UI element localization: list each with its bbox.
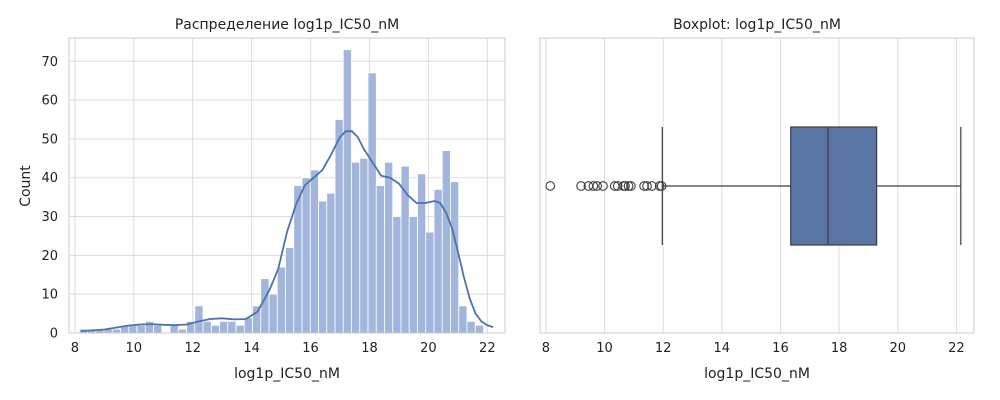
boxplot-x-tick-label: 16 [772, 341, 789, 356]
histogram-y-tick-label: 20 [41, 249, 58, 264]
histogram-bar [474, 324, 484, 334]
outlier-point [656, 181, 667, 191]
histogram-x-tick-labels: 8 10 12 14 16 18 20 22 [71, 341, 496, 356]
histogram-bar [285, 247, 295, 334]
histogram-bar [227, 320, 237, 334]
histogram-bar [153, 324, 163, 334]
boxplot-panel: Boxplot: log1p_IC50_nM 8 10 12 14 16 18 20 22 l… [539, 17, 975, 382]
outlier-point [592, 181, 603, 191]
histogram-bar [318, 200, 328, 334]
iqr-box [790, 126, 878, 246]
histogram-bar [268, 293, 278, 334]
outlier-point [626, 181, 636, 191]
outlier-point [642, 181, 652, 191]
histogram-bar [417, 173, 427, 334]
histogram-bar [260, 278, 270, 334]
boxplot-x-tick-label: 14 [714, 341, 731, 356]
outlier-point [612, 181, 623, 191]
histogram-x-tick-label: 12 [184, 341, 201, 356]
histogram-bar [144, 320, 154, 334]
histogram-y-tick-label: 60 [41, 94, 58, 109]
outlier-point [576, 181, 586, 191]
histogram-bar [342, 49, 352, 334]
outlier-point [545, 181, 556, 191]
boxplot-x-tick-label: 18 [831, 341, 848, 356]
histogram-bar [359, 157, 369, 334]
histogram-y-tick-label: 50 [41, 132, 58, 147]
boxplot-x-tick-label: 8 [542, 341, 550, 356]
histogram-bar [367, 72, 377, 334]
histogram-bar [235, 324, 245, 334]
kde-curve [80, 130, 494, 332]
histogram-y-tick-labels: 0 10 20 30 40 50 60 70 [41, 55, 58, 342]
histogram-bar [301, 177, 311, 334]
outlier-point [588, 181, 599, 191]
histogram-bar [441, 150, 451, 334]
boxplot-plot-frame [539, 37, 975, 334]
outlier-point [598, 181, 608, 191]
histogram-bar [384, 161, 394, 334]
histogram-bar [194, 305, 204, 334]
histogram-plot-frame [68, 37, 506, 334]
histogram-x-axis-label: log1p_IC50_nM [234, 366, 340, 382]
histogram-y-tick-label: 30 [41, 210, 58, 225]
histogram-bars [78, 49, 484, 334]
histogram-title: Распределение log1p_IC50_nM [175, 17, 399, 33]
histogram-bar [210, 324, 220, 334]
histogram-y-tick-label: 40 [41, 171, 58, 186]
histogram-x-tick-label: 18 [361, 341, 378, 356]
boxplot-x-tick-label: 12 [655, 341, 672, 356]
boxplot-x-tick-label: 22 [948, 341, 965, 356]
boxplot-x-tick-label: 10 [596, 341, 613, 356]
boxplot-x-tick-label: 20 [889, 341, 906, 356]
histogram-y-axis-label: Count [18, 165, 34, 207]
histogram-bar [136, 324, 146, 334]
histogram-bar [433, 188, 443, 334]
histogram-bar [351, 161, 361, 334]
histogram-x-tick-label: 20 [420, 341, 437, 356]
histogram-x-tick-label: 10 [126, 341, 143, 356]
histogram-y-tick-label: 70 [41, 55, 58, 70]
histogram-bar [202, 320, 212, 334]
histogram-bar [252, 305, 262, 334]
histogram-bar [177, 328, 187, 334]
histogram-bar [392, 216, 402, 334]
histogram-y-tick-label: 0 [50, 327, 58, 342]
outlier-point [620, 181, 630, 191]
outlier-point [647, 181, 657, 191]
histogram-bar [425, 231, 435, 334]
histogram-x-tick-label: 14 [243, 341, 260, 356]
boxplot-marks [545, 126, 962, 246]
histogram-bar [334, 119, 344, 334]
histogram-bar [111, 328, 121, 334]
histogram-bar [326, 192, 336, 334]
histogram-x-tick-label: 16 [302, 341, 319, 356]
histogram-bar [450, 181, 460, 334]
boxplot-x-axis-label: log1p_IC50_nM [704, 366, 810, 382]
outlier-point [639, 181, 649, 191]
boxplot-x-tick-labels: 8 10 12 14 16 18 20 22 [542, 341, 965, 356]
histogram-bar [219, 320, 229, 334]
outlier-point [623, 181, 634, 191]
histogram-y-tick-label: 10 [41, 288, 58, 303]
histogram-x-tick-label: 22 [479, 341, 496, 356]
histogram-bar [309, 169, 319, 334]
histogram-panel: Распределение log1p_IC50_nM 8 10 12 14 16 18 2… [18, 17, 506, 382]
histogram-bar [466, 320, 476, 334]
histogram-bar [458, 305, 468, 334]
histogram-bar [276, 266, 286, 334]
histogram-bar [408, 216, 418, 334]
histogram-bar [169, 324, 179, 334]
histogram-bar [128, 324, 138, 334]
histogram-x-tick-label: 8 [71, 341, 79, 356]
histogram-bar [375, 185, 385, 334]
boxplot-title: Boxplot: log1p_IC50_nM [673, 17, 841, 33]
